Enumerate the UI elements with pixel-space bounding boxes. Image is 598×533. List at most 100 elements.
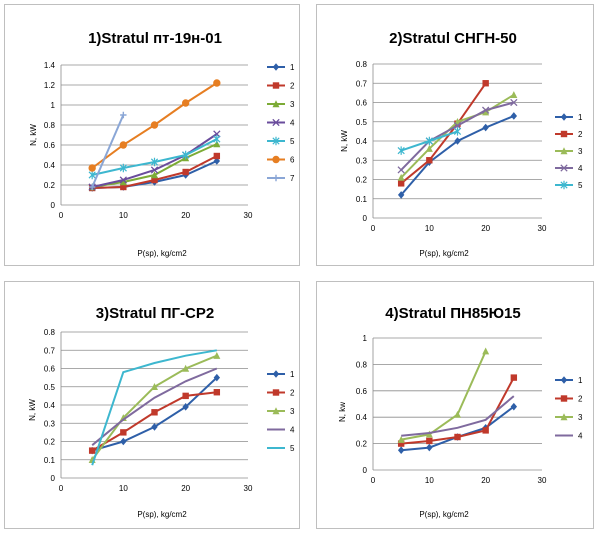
data-point-series-3 — [397, 435, 405, 443]
legend-marker-3 — [560, 147, 568, 155]
data-point-series-3 — [482, 347, 490, 355]
chart-panel-1: 1)Stratul пт-19н-01 0 0.2 0.4 0.6 0.8 1 1.2 1.4… — [4, 4, 300, 266]
x-tick-label: 20 — [181, 484, 190, 493]
y-tick-label: 0.3 — [44, 419, 56, 428]
data-point-series-1 — [120, 437, 127, 446]
legend-label: 3 — [290, 407, 295, 416]
data-point-series-1 — [213, 373, 221, 382]
x-tick-label: 0 — [371, 476, 376, 485]
legend-label: 3 — [578, 413, 583, 422]
y-tick-label: 0.8 — [44, 121, 56, 130]
y-tick-label: 0.7 — [356, 79, 368, 88]
legend-label: 2 — [578, 395, 583, 404]
data-point-series-5 — [88, 170, 96, 180]
y-tick-label: 0.4 — [356, 413, 368, 422]
y-tick-label: 0.1 — [356, 195, 368, 204]
chart-panel-4: 4)Stratul ПН85Ю15 0 0.2 0.4 0.6 0.8 1 0 10 20 30 1… — [316, 281, 594, 529]
y-tick-label: 1 — [51, 101, 56, 110]
legend-label: 7 — [290, 174, 295, 183]
data-point-series-3 — [213, 352, 221, 359]
legend-marker-2 — [272, 389, 280, 396]
legend-label: 1 — [290, 370, 295, 379]
data-point-series-3 — [425, 145, 433, 152]
data-point-series-2 — [482, 427, 489, 434]
legend-marker-1 — [272, 370, 280, 378]
legend-marker-2 — [560, 395, 568, 402]
data-point-series-3 — [213, 140, 221, 148]
legend-label: 6 — [290, 156, 295, 165]
y-tick-label: 0.6 — [44, 365, 56, 374]
y-tick-label: 0.4 — [44, 401, 56, 410]
x-tick-label: 30 — [538, 476, 547, 485]
data-point-series-2 — [213, 389, 221, 396]
x-tick-label: 0 — [59, 484, 64, 493]
x-axis-label: P(sp), kg/cm2 — [419, 510, 469, 519]
y-tick-label: 0 — [363, 466, 368, 475]
data-point-series-6 — [119, 141, 128, 149]
data-point-series-6 — [181, 99, 190, 107]
y-tick-label: 0.2 — [44, 181, 56, 190]
y-tick-label: 1 — [363, 334, 368, 343]
data-point-series-5 — [119, 163, 127, 173]
data-point-series-3 — [397, 173, 405, 181]
legend-marker-4 — [560, 164, 568, 172]
legend-label: 1 — [290, 63, 295, 72]
x-tick-label: 20 — [481, 476, 490, 485]
legend-label: 5 — [290, 444, 295, 453]
chart-panel-3: 3)Stratul ПГ-СР2 0 0.1 0.2 0.3 0.4 0.5 0.6 0.7 0… — [4, 281, 300, 529]
legend-label: 2 — [290, 389, 295, 398]
legend-label: 1 — [578, 376, 583, 385]
legend-label: 3 — [290, 100, 295, 109]
data-point-series-4 — [397, 166, 405, 174]
legend-label: 2 — [578, 130, 583, 139]
y-tick-label: 0.4 — [356, 137, 368, 146]
legend-label: 4 — [578, 432, 583, 441]
x-tick-label: 10 — [119, 484, 128, 493]
legend-marker-3 — [560, 413, 568, 421]
data-point-series-3 — [151, 383, 158, 390]
chart-title: 3)Stratul ПГ-СР2 — [96, 305, 214, 322]
legend-label: 5 — [578, 181, 583, 190]
chart-panel-2: 2)Stratul СНГН-50 0 0.1 0.2 0.3 0.4 0.5 0.6 0.7… — [316, 4, 594, 266]
y-tick-label: 1.4 — [44, 61, 56, 70]
x-tick-label: 30 — [244, 211, 253, 220]
data-point-series-2 — [426, 437, 433, 445]
data-point-series-4 — [150, 166, 159, 174]
data-point-series-4 — [119, 176, 127, 184]
chart-title: 1)Stratul пт-19н-01 — [88, 30, 222, 47]
y-tick-label: 0.1 — [44, 456, 56, 465]
data-point-series-6 — [150, 121, 159, 129]
data-point-series-5 — [213, 134, 221, 144]
legend-label: 4 — [290, 119, 295, 128]
y-tick-label: 0.3 — [356, 156, 368, 165]
y-tick-label: 0 — [51, 474, 56, 483]
data-point-series-2 — [213, 152, 221, 160]
x-axis-label: P(sp), kg/cm2 — [137, 510, 187, 519]
legend-label: 2 — [290, 82, 295, 91]
chart-title: 4)Stratul ПН85Ю15 — [385, 305, 520, 322]
data-point-series-1 — [482, 123, 489, 132]
legend-marker-1 — [272, 63, 280, 71]
data-point-series-2 — [397, 440, 405, 447]
data-point-series-2 — [120, 183, 127, 191]
y-tick-label: 0.8 — [356, 60, 368, 69]
legend-label: 5 — [290, 137, 295, 146]
data-point-series-2 — [182, 168, 189, 176]
y-tick-label: 0.2 — [44, 438, 56, 447]
x-tick-label: 10 — [119, 211, 128, 220]
x-tick-label: 10 — [425, 224, 434, 233]
y-tick-label: 0.2 — [356, 176, 368, 185]
chart-svg-3: 3)Stratul ПГ-СР2 0 0.1 0.2 0.3 0.4 0.5 0.6 0.7 0… — [28, 305, 295, 519]
data-point-series-2 — [482, 80, 489, 87]
data-point-series-2 — [88, 447, 96, 454]
data-point-series-2 — [454, 433, 461, 441]
data-point-series-5 — [150, 157, 159, 167]
x-tick-label: 20 — [481, 224, 490, 233]
chart-title: 2)Stratul СНГН-50 — [389, 30, 517, 47]
y-tick-label: 0.6 — [356, 99, 368, 108]
data-point-series-2 — [151, 176, 158, 184]
data-point-series-3 — [119, 178, 127, 186]
x-tick-label: 0 — [59, 211, 64, 220]
y-tick-label: 0.5 — [44, 383, 56, 392]
data-point-series-5 — [397, 146, 405, 155]
